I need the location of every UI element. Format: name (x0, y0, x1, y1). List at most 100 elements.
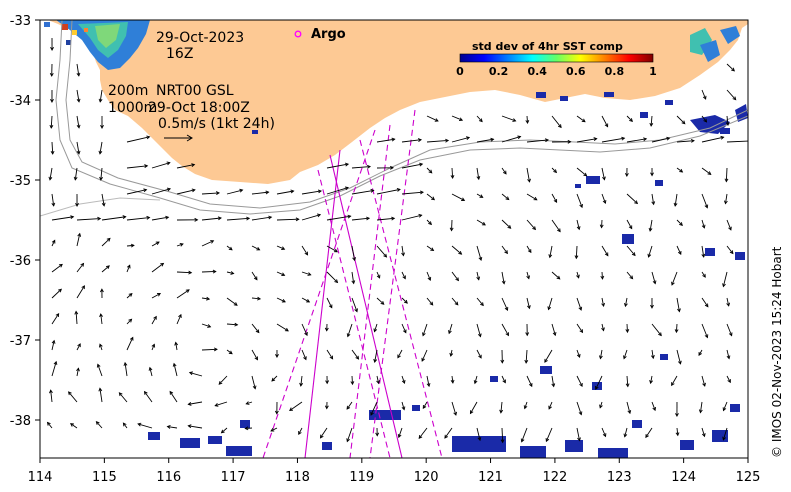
current-arrow (99, 343, 103, 351)
current-arrow (226, 188, 244, 195)
current-arrow (501, 193, 510, 201)
current-arrow (601, 193, 607, 205)
current-arrow (276, 271, 286, 277)
current-arrow (376, 271, 381, 279)
current-arrow (576, 323, 584, 334)
current-arrow (426, 245, 435, 252)
current-arrow (601, 136, 626, 143)
current-arrow (201, 216, 222, 221)
current-arrow (701, 271, 706, 278)
colorbar-tick-label: 0 (456, 65, 464, 78)
current-arrow (67, 391, 78, 403)
current-arrow (99, 167, 103, 181)
current-arrow (551, 167, 558, 174)
current-arrow (201, 296, 211, 301)
current-arrow (74, 310, 79, 325)
current-arrow (276, 323, 289, 332)
current-arrow (376, 187, 401, 195)
current-arrow (397, 349, 403, 359)
current-arrow (576, 375, 583, 388)
current-arrow (426, 297, 434, 306)
current-arrow (245, 401, 253, 405)
current-arrow (722, 427, 728, 441)
current-arrow (99, 288, 104, 299)
current-arrow (50, 37, 54, 51)
current-arrow (600, 271, 605, 280)
current-arrow (201, 347, 218, 352)
current-arrow (346, 401, 353, 410)
current-arrow (576, 349, 581, 358)
current-arrow (401, 297, 408, 304)
current-arrow (647, 245, 653, 258)
current-arrow (701, 135, 725, 143)
current-arrow (698, 401, 703, 414)
current-arrow (73, 167, 78, 181)
current-arrow (98, 141, 103, 155)
current-arrow (76, 285, 85, 299)
current-arrow (376, 137, 396, 143)
current-arrow (326, 271, 339, 284)
current-arrow (376, 245, 388, 258)
current-arrow (274, 401, 279, 415)
current-arrow (626, 115, 633, 123)
current-arrow (201, 191, 220, 196)
x-axis: 114 115 116 117 118 119 120 121 122 123 124 125 (28, 458, 760, 485)
current-arrow (126, 164, 149, 169)
current-arrow (501, 115, 517, 122)
current-arrow (469, 401, 478, 415)
current-arrow (51, 360, 58, 377)
current-arrow (548, 401, 553, 410)
current-arrow (188, 371, 203, 377)
x-tick-label: 114 (28, 470, 53, 485)
current-arrow (625, 375, 630, 388)
current-arrow (298, 427, 303, 436)
current-arrow (626, 245, 636, 257)
current-arrow (451, 297, 459, 306)
current-arrow (726, 297, 731, 307)
current-arrow (301, 245, 309, 256)
x-tick-label: 120 (414, 470, 439, 485)
current-arrow (151, 161, 171, 169)
current-arrow (725, 115, 730, 127)
current-arrow (51, 263, 63, 273)
current-arrow (576, 271, 580, 279)
current-arrow (624, 167, 629, 178)
colorbar-gradient (459, 53, 654, 63)
current-arrow (51, 339, 56, 351)
current-arrow (50, 141, 55, 155)
current-arrow (69, 423, 78, 429)
current-arrow (576, 115, 586, 123)
current-arrow (676, 245, 682, 256)
isobath-contours (40, 20, 748, 217)
x-tick-label: 123 (607, 470, 632, 485)
current-arrow (501, 271, 506, 285)
current-arrow (226, 271, 235, 275)
y-tick-label: -35 (10, 174, 31, 189)
current-arrow (501, 297, 509, 312)
current-arrow (326, 349, 334, 360)
current-arrow (626, 219, 633, 230)
current-arrow (451, 401, 458, 416)
current-arrow (325, 375, 330, 385)
current-arrow (301, 213, 322, 221)
current-arrow (346, 427, 353, 443)
current-arrow (726, 375, 731, 384)
current-arrow (401, 213, 423, 221)
current-arrow (648, 219, 653, 232)
y-tick-label: -37 (10, 334, 31, 349)
argo-label: Argo (311, 27, 346, 42)
current-arrow (726, 349, 731, 360)
current-arrow (226, 322, 239, 327)
model-label: NRT00 GSL (156, 83, 234, 99)
x-tick-label: 115 (92, 470, 117, 485)
current-arrow (270, 427, 278, 432)
current-arrow (98, 89, 103, 103)
current-arrow (226, 216, 251, 221)
current-arrow (251, 190, 270, 195)
current-arrow (118, 392, 128, 403)
current-arrow (251, 349, 258, 361)
current-arrow (450, 375, 455, 384)
current-arrow (319, 427, 328, 439)
current-arrow (451, 115, 464, 122)
